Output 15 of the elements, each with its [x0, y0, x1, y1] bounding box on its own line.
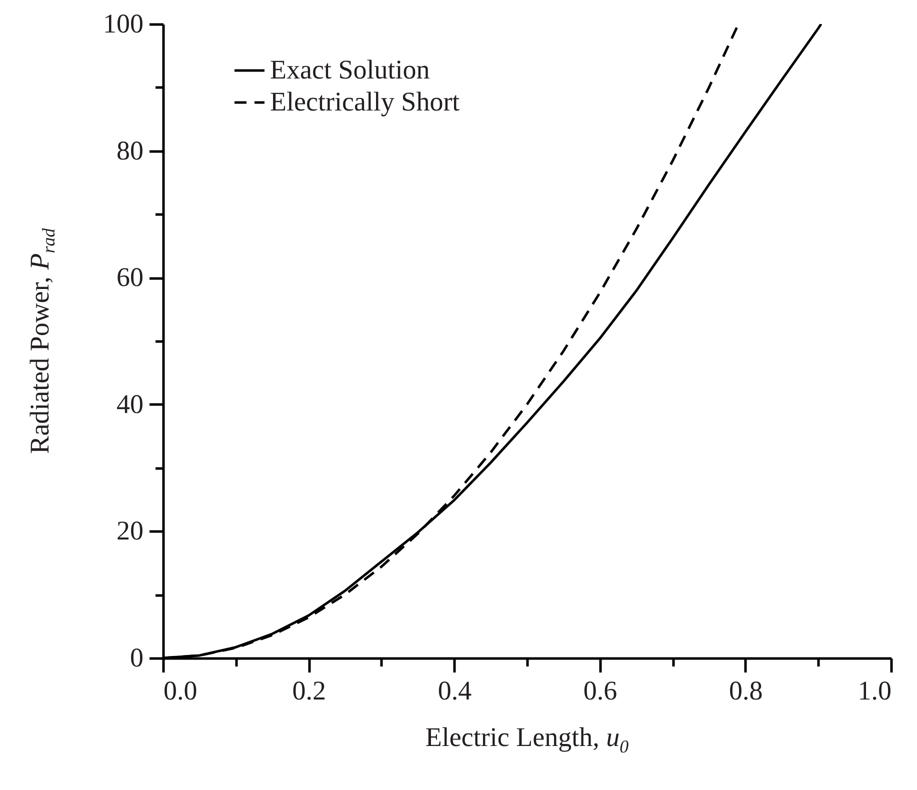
x-tick-label: 0.6	[583, 676, 618, 706]
legend-label: Exact Solution	[270, 54, 430, 84]
y-tick-label: 0	[130, 642, 144, 672]
y-tick-label: 60	[116, 262, 144, 292]
x-axis-title: Electric Length, u$_{0}$	[425, 722, 629, 758]
legend-label: Electrically Short	[270, 86, 460, 116]
y-tick-label: 100	[103, 8, 144, 38]
y-tick-label: 20	[116, 516, 144, 546]
x-tick-label: 0.2	[292, 676, 326, 706]
x-tick-label: 0.0	[164, 676, 198, 706]
x-tick-label: 0.4	[438, 676, 472, 706]
y-tick-label: 40	[116, 388, 144, 419]
x-tick-label: 1.0	[858, 676, 892, 706]
x-tick-label: 0.8	[729, 676, 763, 706]
y-tick-label: 80	[116, 135, 144, 166]
